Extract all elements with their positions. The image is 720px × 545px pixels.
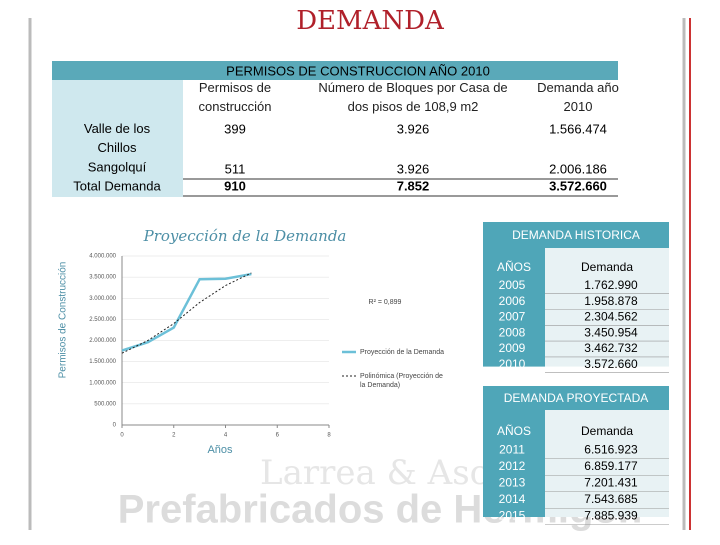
- demand: 6.516.923: [584, 443, 638, 457]
- cell: 3.926: [397, 121, 430, 136]
- cell: 3.926: [397, 161, 430, 176]
- value-column: [545, 248, 669, 367]
- year: 2015: [499, 509, 526, 523]
- y-tick-label: 3.000.000: [89, 296, 116, 302]
- column-header: Número de Bloques por Casa de dos pisos d…: [318, 80, 507, 114]
- cell: 1.566.474: [549, 121, 607, 136]
- table-header-bar: [483, 222, 669, 248]
- annotation: R² = 0,899: [369, 299, 402, 306]
- column-header: AÑOS: [497, 424, 531, 438]
- year-column: [483, 410, 545, 517]
- demand: 3.462.732: [584, 341, 638, 355]
- x-tick-label: 4: [224, 433, 228, 439]
- column-header: Permisos de construcción: [199, 80, 272, 114]
- y-tick-label: 1.500.000: [89, 359, 116, 365]
- table-header-bar: [52, 61, 618, 80]
- y-tick-label: 2.500.000: [89, 317, 116, 323]
- year: 2006: [499, 294, 526, 308]
- column-header: Demanda: [581, 260, 633, 274]
- y-tick-label: 1.000.000: [89, 380, 116, 386]
- column-header: AÑOS: [497, 260, 531, 274]
- cell: 399: [224, 121, 246, 136]
- value-column: [545, 410, 669, 517]
- cell: 2.006.186: [549, 161, 607, 176]
- year: 2005: [499, 278, 526, 292]
- y-tick-label: 3.500.000: [89, 275, 116, 281]
- x-axis-label: Años: [207, 444, 233, 456]
- series-line: [121, 272, 252, 354]
- y-axis-label: Permisos de Construcción: [58, 262, 69, 379]
- column-header: Demanda: [581, 424, 633, 438]
- row-label: Valle de los Chillos: [84, 121, 151, 155]
- table-title: PERMISOS DE CONSTRUCCION AÑO 2010: [226, 63, 490, 78]
- demand: 7.201.431: [584, 476, 638, 490]
- y-tick-label: 500.000: [94, 401, 116, 407]
- chart-title: Proyección de la Demanda: [143, 227, 347, 245]
- y-tick-label: 4.000.000: [89, 254, 116, 260]
- table-header-bar: [483, 386, 669, 410]
- year: 2012: [499, 459, 526, 473]
- demand: 6.859.177: [584, 459, 638, 473]
- cell: 3.572.660: [549, 178, 607, 193]
- table-title: DEMANDA PROYECTADA: [504, 391, 648, 405]
- x-tick-label: 2: [172, 433, 176, 439]
- cell: 511: [225, 161, 246, 176]
- year: 2009: [499, 341, 526, 355]
- demand: 2.304.562: [584, 310, 638, 324]
- x-tick-label: 0: [120, 433, 124, 439]
- cell: 910: [224, 178, 246, 193]
- demand: 3.450.954: [584, 325, 638, 339]
- cell: 7.852: [397, 178, 430, 193]
- label-column: [52, 80, 183, 197]
- year: 2011: [499, 443, 525, 457]
- legend-label: Polinómica (Proyección de la Demanda): [360, 373, 443, 389]
- y-tick-label: 2.000.000: [89, 338, 116, 344]
- year: 2007: [499, 310, 526, 324]
- demand: 3.572.660: [584, 357, 638, 371]
- demand: 1.958.878: [584, 294, 638, 308]
- demand: 7.543.685: [584, 492, 638, 506]
- year: 2010: [499, 357, 526, 371]
- table-title: DEMANDA HISTORICA: [512, 228, 640, 242]
- year: 2013: [499, 476, 526, 490]
- series-line: [121, 272, 252, 352]
- row-label: Sangolquí: [88, 159, 147, 174]
- demand: 1.762.990: [584, 278, 638, 292]
- row-label: Total Demanda: [73, 178, 161, 193]
- x-tick-label: 6: [276, 433, 280, 439]
- y-tick-label: 0: [113, 423, 117, 429]
- year-column: [483, 248, 545, 367]
- chart-area: [55, 220, 470, 452]
- year: 2008: [499, 325, 526, 339]
- column-header: Demanda año 2010: [537, 80, 619, 114]
- demand: 7.885.939: [584, 509, 638, 523]
- legend-label: Proyección de la Demanda: [360, 349, 444, 356]
- year: 2014: [499, 492, 526, 506]
- x-tick-label: 8: [327, 433, 331, 439]
- slide-title: DEMANDA: [296, 6, 445, 36]
